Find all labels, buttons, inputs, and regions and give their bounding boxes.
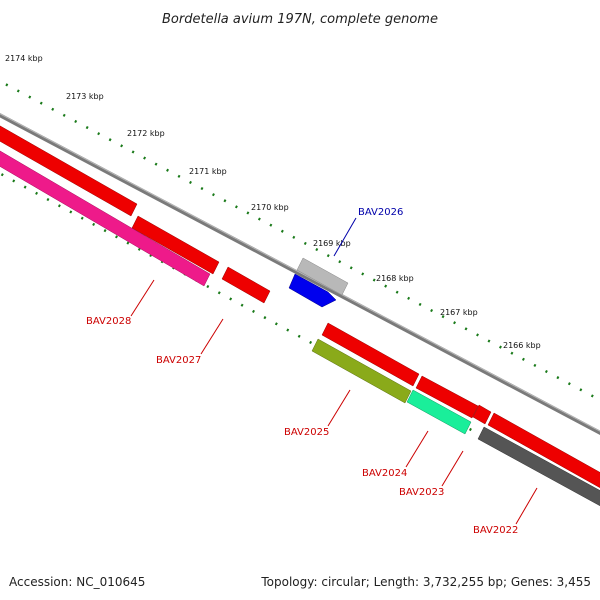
leader-bav2023 bbox=[441, 450, 464, 487]
label-leaders bbox=[130, 217, 538, 525]
leader-bav2028 bbox=[130, 279, 155, 317]
kbp-label-2172: 2172 kbp bbox=[127, 129, 165, 138]
gene-label-bav2024: BAV2024 bbox=[362, 468, 407, 479]
kbp-label-2173: 2173 kbp bbox=[66, 92, 104, 101]
gene-bav2026-gray bbox=[296, 257, 349, 296]
leader-bav2022 bbox=[515, 487, 538, 525]
gene-label-bav2022: BAV2022 bbox=[473, 525, 518, 536]
cds-block bbox=[472, 404, 492, 425]
kbp-label-2169: 2169 kbp bbox=[313, 239, 351, 248]
kbp-label-2168: 2168 kbp bbox=[376, 274, 414, 283]
gene-label-bav2023: BAV2023 bbox=[399, 487, 444, 498]
topology-text: Topology: circular; Length: 3,732,255 bp… bbox=[260, 575, 591, 589]
leader-bav2027 bbox=[200, 318, 224, 355]
gene-label-bav2026: BAV2026 bbox=[358, 207, 403, 218]
cds-block bbox=[487, 412, 600, 489]
gene-label-bav2028: BAV2028 bbox=[86, 316, 131, 327]
cds-block bbox=[131, 215, 220, 275]
kbp-label-2171: 2171 kbp bbox=[189, 167, 227, 176]
cds-block bbox=[415, 375, 479, 419]
kbp-label-2174: 2174 kbp bbox=[5, 54, 43, 63]
kbp-label-2170: 2170 kbp bbox=[251, 203, 289, 212]
gene-features bbox=[0, 150, 600, 507]
gene-label-bav2025: BAV2025 bbox=[284, 427, 329, 438]
accession-text: Accession: NC_010645 bbox=[9, 575, 145, 589]
forward-cds bbox=[0, 125, 600, 489]
cds-block bbox=[221, 266, 271, 304]
cds-block bbox=[0, 125, 138, 217]
gene-bav2025 bbox=[311, 338, 412, 404]
leader-bav2026 bbox=[333, 217, 357, 257]
gene-bav2022 bbox=[477, 426, 600, 507]
kbp-label-2166: 2166 kbp bbox=[503, 341, 541, 350]
gene-label-bav2027: BAV2027 bbox=[156, 355, 201, 366]
genome-backbone bbox=[0, 113, 600, 435]
genome-backbone-highlight bbox=[0, 113, 600, 432]
gene-bav2024 bbox=[406, 389, 472, 435]
kbp-label-2167: 2167 kbp bbox=[440, 308, 478, 317]
cds-block bbox=[321, 322, 420, 387]
genome-title: Bordetella avium 197N, complete genome bbox=[162, 12, 438, 27]
kbp-labels: 2174 kbp 2173 kbp 2172 kbp 2171 kbp 2170… bbox=[5, 54, 541, 350]
gene-labels: BAV2028 BAV2027 BAV2026 BAV2025 BAV2024 … bbox=[86, 207, 518, 536]
gene-bav2026 bbox=[288, 273, 337, 308]
gene-bav2028 bbox=[0, 150, 211, 287]
leader-bav2024 bbox=[405, 430, 429, 468]
leader-bav2025 bbox=[327, 389, 351, 427]
